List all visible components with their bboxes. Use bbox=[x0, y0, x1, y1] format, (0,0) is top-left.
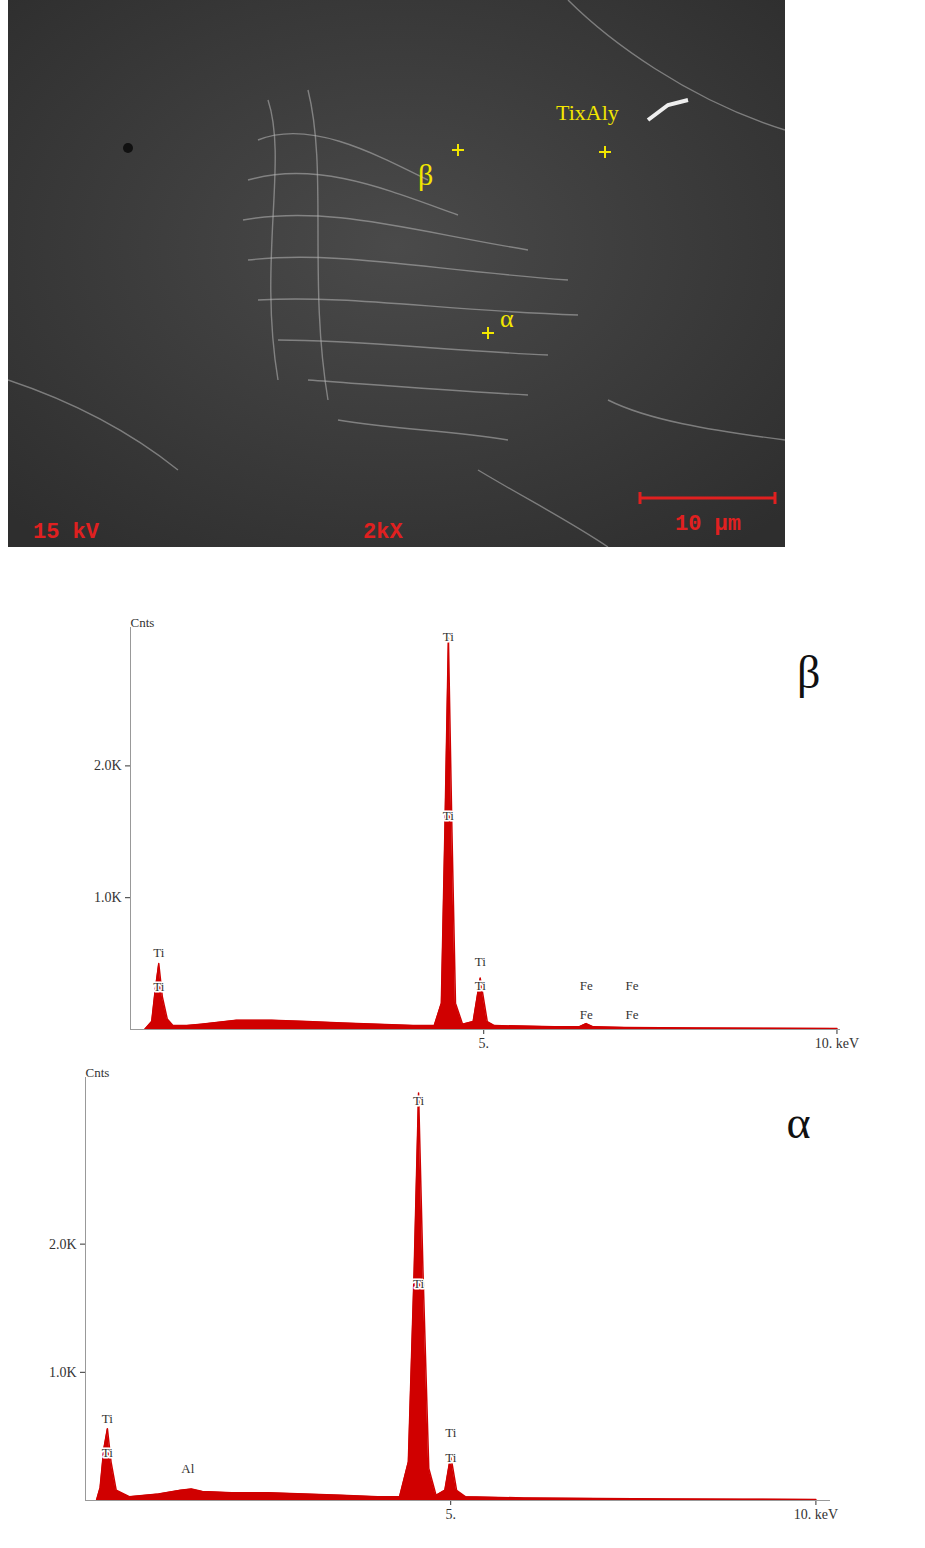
svg-text:Fe: Fe bbox=[580, 978, 593, 993]
svg-text:Cnts: Cnts bbox=[86, 1065, 110, 1080]
svg-text:2.0K: 2.0K bbox=[49, 1237, 77, 1252]
svg-text:β: β bbox=[418, 158, 433, 191]
svg-text:TixAly: TixAly bbox=[556, 100, 619, 125]
svg-text:Ti: Ti bbox=[153, 979, 164, 994]
svg-text:Fe: Fe bbox=[626, 1007, 639, 1022]
svg-text:Ti: Ti bbox=[475, 954, 486, 969]
svg-text:Fe: Fe bbox=[626, 978, 639, 993]
svg-text:α: α bbox=[786, 1097, 810, 1148]
svg-text:Ti: Ti bbox=[445, 1425, 456, 1440]
svg-text:Ti: Ti bbox=[445, 1450, 456, 1465]
svg-text:Ti: Ti bbox=[443, 808, 454, 823]
svg-text:Ti: Ti bbox=[413, 1276, 424, 1291]
svg-text:Al: Al bbox=[181, 1461, 194, 1476]
svg-text:1.0K: 1.0K bbox=[94, 890, 122, 905]
svg-text:10. keV: 10. keV bbox=[815, 1036, 859, 1051]
svg-text:Fe: Fe bbox=[580, 1007, 593, 1022]
svg-text:2.0K: 2.0K bbox=[94, 758, 122, 773]
svg-text:1.0K: 1.0K bbox=[49, 1365, 77, 1380]
svg-text:Ti: Ti bbox=[475, 978, 486, 993]
svg-text:10 μm: 10 μm bbox=[675, 512, 741, 537]
svg-text:5.: 5. bbox=[478, 1036, 489, 1051]
svg-text:β: β bbox=[797, 647, 820, 698]
svg-text:Ti: Ti bbox=[102, 1411, 113, 1426]
svg-text:2kX: 2kX bbox=[363, 520, 403, 545]
svg-text:Ti: Ti bbox=[443, 629, 454, 644]
svg-text:5.: 5. bbox=[445, 1507, 456, 1522]
svg-text:Ti: Ti bbox=[413, 1093, 424, 1108]
svg-text:Cnts: Cnts bbox=[131, 615, 155, 630]
svg-text:α: α bbox=[500, 304, 514, 333]
svg-text:Ti: Ti bbox=[153, 945, 164, 960]
svg-text:Ti: Ti bbox=[102, 1445, 113, 1460]
svg-text:10. keV: 10. keV bbox=[794, 1507, 838, 1522]
svg-text:15 kV: 15 kV bbox=[33, 520, 100, 545]
